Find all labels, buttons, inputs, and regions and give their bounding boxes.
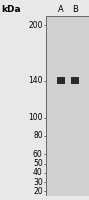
- Text: 100: 100: [28, 113, 43, 122]
- Text: 40: 40: [33, 168, 43, 177]
- Text: A: A: [58, 5, 64, 14]
- Bar: [57, 77, 65, 84]
- Text: 60: 60: [33, 150, 43, 159]
- Text: kDa: kDa: [1, 5, 21, 14]
- Text: 50: 50: [33, 159, 43, 168]
- Text: B: B: [72, 5, 78, 14]
- Text: 20: 20: [33, 187, 43, 196]
- Text: 80: 80: [33, 132, 43, 140]
- Text: 140: 140: [28, 76, 43, 85]
- Bar: [46, 16, 89, 196]
- Text: 200: 200: [28, 21, 43, 30]
- Bar: [71, 77, 79, 84]
- Text: 30: 30: [33, 178, 43, 187]
